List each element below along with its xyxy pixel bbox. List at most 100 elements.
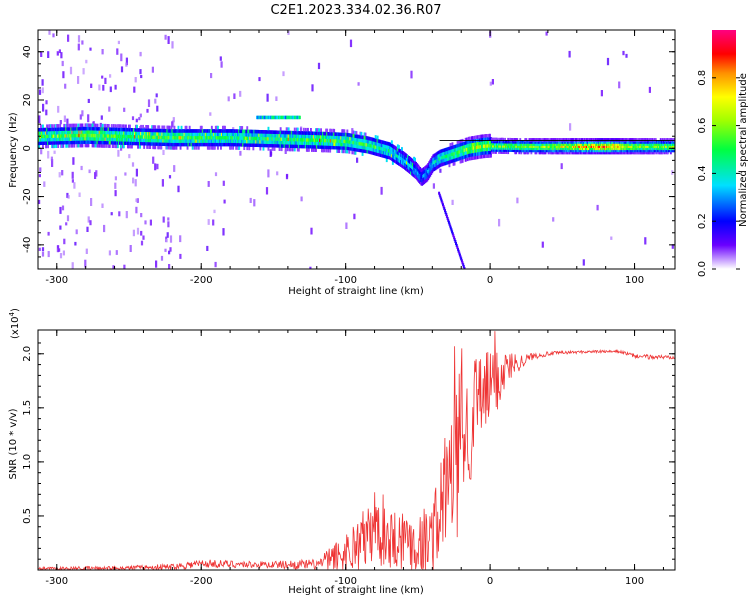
ridge-cell (484, 151, 487, 155)
ridge-cell (233, 136, 235, 140)
ridge-cell (170, 129, 173, 133)
ridge-cell (309, 144, 311, 149)
ridge-cell (309, 138, 311, 142)
ridge-cell (250, 139, 253, 144)
ridge-cell (459, 143, 462, 147)
ridge-cell (325, 138, 328, 143)
ridge-cell (620, 148, 623, 153)
ridge-cell (643, 150, 646, 155)
ridge-cell (192, 139, 195, 143)
ridge-cell (493, 143, 495, 148)
ridge-cell (480, 154, 483, 159)
ridge-cell (278, 147, 281, 151)
ridge-cell (289, 141, 292, 145)
ridge-cell (545, 138, 548, 142)
ridge-cell (344, 149, 347, 154)
ridge-cell (295, 137, 298, 142)
ridge-cell (412, 172, 414, 177)
ridge-cell (305, 148, 308, 152)
ridge-cell (653, 142, 656, 146)
ridge-cell (418, 172, 421, 177)
ridge-cell (651, 146, 654, 151)
ridge-cell (218, 129, 220, 133)
ridge-cell (627, 144, 630, 148)
ridge-cell (369, 150, 372, 155)
ridge-cell (622, 146, 625, 151)
ridge-cell (232, 146, 234, 150)
ridge-cell (326, 128, 329, 133)
ridge-cell (109, 134, 112, 138)
ridge-cell (190, 132, 193, 137)
ridge-cell (211, 142, 214, 147)
ridge-cell (217, 139, 219, 143)
ridge-cell (635, 146, 638, 151)
ridge-cell (382, 140, 385, 145)
ridge-cell (207, 142, 210, 147)
ridge-cell (162, 128, 165, 133)
ridge-cell (114, 144, 117, 149)
ridge-cell (144, 138, 147, 143)
ridge-cell (486, 147, 489, 152)
ridge-cell (116, 131, 119, 135)
ridge-cell (49, 141, 51, 145)
ridge-cell (599, 142, 602, 146)
ridge-cell (210, 135, 213, 140)
ridge-cell (417, 171, 420, 175)
ridge-cell (170, 135, 173, 140)
ridge-cell (339, 135, 342, 140)
ridge-cell (141, 135, 143, 139)
ridge-cell (257, 143, 260, 147)
ridge-cell (626, 144, 629, 148)
ridge-cell (286, 134, 289, 138)
ridge-cell (353, 151, 356, 155)
ridge-cell (610, 150, 613, 155)
ridge-cell (98, 127, 101, 131)
ridge-cell (137, 134, 139, 139)
ridge-cell (72, 133, 75, 138)
ridge-cell (626, 150, 629, 155)
ridge-cell (326, 145, 329, 150)
ridge-cell (466, 157, 469, 162)
ridge-cell (61, 137, 64, 142)
ridge-cell (479, 151, 482, 156)
ridge-cell (622, 140, 625, 144)
noise-speck (110, 212, 113, 216)
noise-speck (275, 96, 278, 101)
ridge-cell (169, 135, 172, 140)
ridge-cell (45, 141, 47, 145)
ridge-cell (601, 150, 604, 155)
ridge-cell (329, 128, 332, 133)
ridge-cell (361, 138, 364, 143)
ridge-cell (422, 181, 425, 185)
ridge-cell (292, 141, 295, 145)
ridge-cell (51, 141, 53, 145)
ridge-cell (93, 140, 96, 145)
ridge-cell (639, 144, 642, 148)
ridge-cell (274, 133, 277, 138)
ridge-cell (437, 161, 440, 165)
ridge-cell (643, 140, 646, 144)
ridge-cell (169, 139, 172, 143)
ridge-cell (87, 133, 90, 138)
ridge-cell (208, 142, 211, 147)
ridge-cell (191, 135, 194, 140)
ridge-cell (109, 137, 112, 142)
ridge-cell (495, 139, 497, 144)
noise-speck (41, 79, 44, 86)
ridge-cell (267, 137, 270, 141)
ridge-cell (480, 138, 483, 142)
ridge-cell (451, 159, 454, 163)
ridge-cell (282, 137, 285, 141)
ridge-cell (576, 148, 579, 153)
y-tick-label: -40 (22, 237, 33, 253)
ridge-cell (330, 142, 333, 146)
ridge-cell (201, 142, 204, 147)
ridge-cell (417, 167, 420, 172)
ridge-cell (383, 141, 386, 145)
ridge-cell (480, 151, 483, 156)
ridge-cell (585, 138, 587, 142)
ridge-cell (543, 138, 546, 142)
ridge-cell (279, 140, 282, 145)
ridge-cell (341, 129, 344, 133)
ridge-cell (498, 137, 500, 142)
